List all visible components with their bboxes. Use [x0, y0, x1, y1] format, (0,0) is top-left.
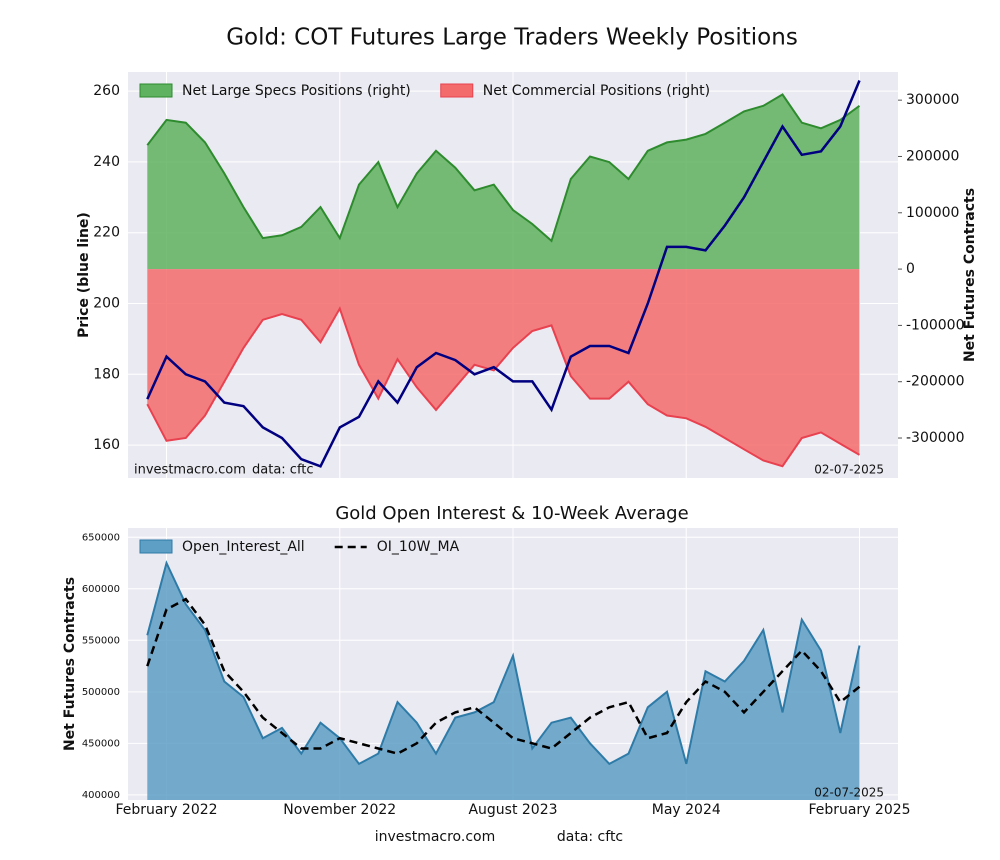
y-tick-label: 180 — [93, 366, 120, 382]
y2-tick-label: -100000 — [906, 317, 965, 333]
area-line — [146, 306, 861, 468]
legend-label: Open_Interest_All — [182, 539, 305, 555]
y-tick-label: 650000 — [82, 532, 120, 543]
y-tick-label: 240 — [93, 154, 120, 170]
y-axis-label: Net Futures Contracts — [62, 577, 78, 751]
x-tick-label: February 2022 — [115, 802, 217, 818]
y2-axis-label: Net Futures Contracts — [962, 188, 978, 362]
y-tick-label: 400000 — [82, 790, 120, 801]
date-note: 02-07-2025 — [814, 786, 884, 800]
chart-title: Gold Open Interest & 10-Week Average — [335, 503, 688, 524]
marks — [146, 80, 861, 800]
y2-tick-label: 100000 — [906, 205, 959, 221]
y-tick-label: 220 — [93, 225, 120, 241]
x-tick-label: August 2023 — [468, 802, 557, 818]
chart-title: Gold: COT Futures Large Traders Weekly P… — [226, 25, 798, 51]
area-line — [146, 93, 861, 243]
legend-label: Net Commercial Positions (right) — [483, 83, 710, 99]
area-line — [146, 560, 861, 766]
y-tick-label: 160 — [93, 437, 120, 453]
line — [146, 597, 861, 755]
x-tick-label: February 2025 — [808, 802, 910, 818]
data-note: data: cftc — [252, 463, 314, 478]
legend-swatch — [139, 539, 173, 554]
y2-tick-label: -300000 — [906, 430, 965, 446]
source-note: investmacro.com — [375, 829, 495, 845]
area-fill — [147, 94, 860, 270]
y-tick-label: 500000 — [82, 687, 120, 698]
legend-swatch — [139, 83, 173, 98]
y2-tick-label: -200000 — [906, 374, 965, 390]
y-tick-label: 550000 — [82, 635, 120, 646]
y2-tick-label: 300000 — [906, 92, 959, 108]
line — [146, 80, 861, 468]
data-note: data: cftc — [557, 829, 623, 845]
y-tick-label: 600000 — [82, 584, 120, 595]
legend-label: Net Large Specs Positions (right) — [182, 83, 411, 99]
x-tick-label: November 2022 — [283, 802, 396, 818]
legend-label: OI_10W_MA — [377, 539, 460, 555]
date-note: 02-07-2025 — [814, 463, 884, 477]
y-tick-label: 260 — [93, 83, 120, 99]
y-tick-label: 200 — [93, 295, 120, 311]
source-note: investmacro.com — [134, 463, 246, 478]
y2-tick-label: 200000 — [906, 148, 959, 164]
y2-tick-label: 0 — [906, 261, 915, 277]
x-tick-label: May 2024 — [652, 802, 721, 818]
y-tick-label: 450000 — [82, 738, 120, 749]
y-axis-label: Price (blue line) — [76, 212, 92, 338]
legend-swatch — [440, 83, 474, 98]
